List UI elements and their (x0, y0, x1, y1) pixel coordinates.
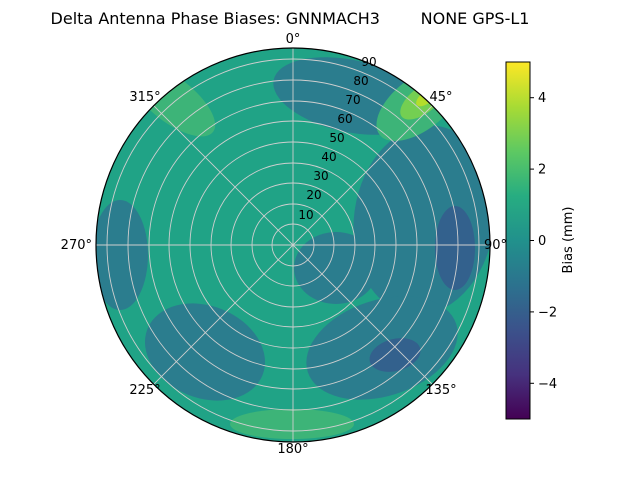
radial-tick-label: 20 (306, 188, 321, 202)
azimuth-label-45: 45° (429, 90, 452, 105)
azimuth-tick-labels: 0° 45° 90° 135° 180° 225° 270° 315° (61, 32, 507, 457)
colorbar-ticks (530, 97, 534, 384)
colorbar-tick-label: 2 (538, 163, 546, 178)
colorbar-tick-label: −2 (538, 305, 557, 320)
azimuth-label-0: 0° (286, 32, 301, 47)
azimuth-label-225: 225° (129, 383, 160, 398)
contour-band-negative (294, 232, 378, 304)
azimuth-label-270: 270° (61, 238, 92, 253)
chart-title: Delta Antenna Phase Biases: GNNMACH3 NON… (50, 9, 530, 28)
polar-outline (95, 47, 491, 443)
radial-tick-label: 70 (345, 93, 360, 107)
colorbar-title: Bias (mm) (561, 207, 576, 274)
azimuth-label-315: 315° (129, 90, 160, 105)
radial-tick-label: 40 (321, 150, 336, 164)
colorbar-tick-label: 4 (538, 91, 546, 106)
grid-spoke (153, 105, 433, 385)
radial-tick-label: 10 (298, 208, 313, 222)
radial-tick-label: 50 (329, 131, 344, 145)
radial-tick-label: 90 (361, 55, 376, 69)
radial-tick-label: 80 (353, 74, 368, 88)
radial-tick-label: 60 (337, 112, 352, 126)
azimuth-label-180: 180° (277, 442, 308, 457)
azimuth-label-135: 135° (425, 383, 456, 398)
contour-band-negative (96, 200, 148, 310)
azimuth-label-90: 90° (484, 238, 507, 253)
radial-tick-labels: 10 20 30 40 50 60 70 80 90 (298, 55, 376, 222)
colorbar-tick-labels: 4 2 0 −2 −4 (538, 91, 557, 392)
colorbar-tick-label: 0 (538, 234, 546, 249)
polar-grid (96, 48, 490, 442)
contour-band-positive (230, 409, 354, 439)
contour-band-strong-negative (435, 206, 475, 290)
colorbar: 4 2 0 −2 −4 Bias (mm) (505, 61, 576, 420)
colorbar-tick-label: −4 (538, 377, 557, 392)
colorbar-gradient (505, 61, 531, 420)
radial-tick-label: 30 (313, 169, 328, 183)
